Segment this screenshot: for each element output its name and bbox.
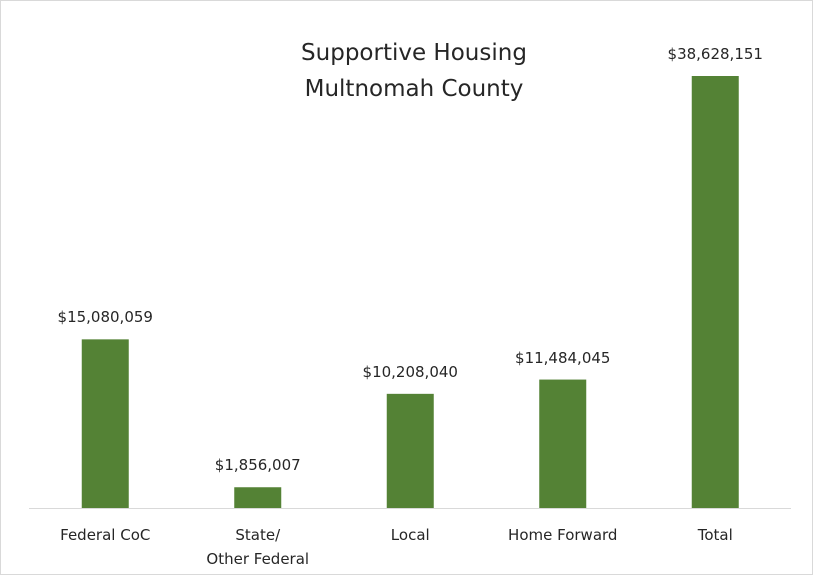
x-tick-label: Federal CoC [60, 526, 151, 544]
data-label: $10,208,040 [362, 362, 458, 381]
x-tick-label: Total [697, 526, 733, 544]
bar [691, 76, 739, 508]
data-label: $15,080,059 [57, 308, 153, 327]
data-label: $38,628,151 [667, 45, 763, 63]
bar [539, 379, 587, 508]
bar [81, 339, 129, 508]
x-tick-label: Local [390, 526, 430, 544]
data-label: $11,484,045 [515, 348, 611, 367]
bar [234, 487, 282, 508]
chart-title: Supportive Housing Multnomah County [301, 40, 527, 102]
data-label: $1,856,007 [214, 456, 301, 475]
x-tick-label: State/ Other Federal [206, 526, 310, 568]
x-tick-label: Home Forward [508, 526, 618, 544]
bar [386, 393, 434, 508]
